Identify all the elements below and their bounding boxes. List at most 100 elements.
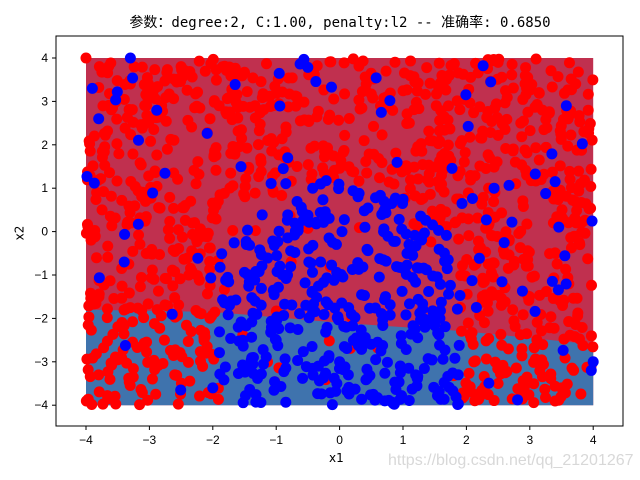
point-red: [158, 334, 170, 346]
point-red: [479, 289, 491, 301]
point-blue: [560, 278, 572, 290]
point-blue: [255, 299, 267, 311]
point-blue: [309, 306, 321, 318]
point-blue: [349, 383, 361, 395]
point-red: [173, 243, 185, 255]
point-red: [118, 328, 130, 340]
point-blue: [267, 235, 279, 247]
point-red: [227, 180, 239, 192]
point-red: [480, 353, 492, 365]
point-red: [328, 164, 340, 176]
point-red: [232, 112, 244, 124]
point-red: [111, 113, 123, 125]
point-red: [172, 398, 184, 410]
point-red: [323, 335, 335, 347]
point-red: [368, 120, 380, 132]
point-blue: [299, 277, 311, 289]
point-blue: [451, 303, 463, 315]
point-red: [549, 247, 561, 259]
point-red: [423, 159, 435, 171]
point-red: [102, 125, 114, 137]
point-red: [83, 311, 95, 323]
point-blue: [93, 113, 105, 125]
point-blue: [111, 86, 123, 98]
point-red: [192, 86, 204, 98]
point-blue: [285, 261, 297, 273]
point-red: [113, 148, 125, 160]
point-blue: [498, 237, 510, 249]
point-blue: [411, 262, 423, 274]
point-red: [317, 140, 329, 152]
point-blue: [246, 292, 258, 304]
x-axis-ticks: −4 −3 −2 −1 0 1 2 3 4: [79, 426, 597, 447]
point-red: [354, 103, 366, 115]
point-blue: [359, 331, 371, 343]
point-red: [348, 166, 360, 178]
point-red: [483, 258, 495, 270]
point-blue: [159, 167, 171, 179]
point-red: [548, 193, 560, 205]
point-red: [99, 159, 111, 171]
point-blue: [529, 305, 541, 317]
point-red: [353, 175, 365, 187]
point-red: [161, 67, 173, 79]
point-blue: [466, 275, 478, 287]
point-red: [473, 392, 485, 404]
point-red: [583, 203, 595, 215]
point-red: [424, 77, 436, 89]
point-blue: [328, 372, 340, 384]
point-blue: [270, 334, 282, 346]
point-blue: [201, 127, 213, 139]
point-red: [493, 289, 505, 301]
point-blue: [230, 294, 242, 306]
point-red: [152, 285, 164, 297]
point-red: [227, 225, 239, 237]
point-red: [338, 57, 350, 69]
point-blue: [446, 162, 458, 174]
point-blue: [318, 372, 330, 384]
point-red: [169, 369, 181, 381]
point-red: [376, 129, 388, 141]
point-red: [101, 312, 113, 324]
point-blue: [506, 216, 518, 228]
point-red: [98, 186, 110, 198]
x-tick-label: −1: [269, 433, 283, 447]
point-blue: [274, 100, 286, 112]
point-blue: [294, 58, 306, 70]
point-blue: [576, 138, 588, 150]
point-blue: [225, 332, 237, 344]
point-red: [507, 304, 519, 316]
point-red: [141, 336, 153, 348]
point-blue: [255, 282, 267, 294]
point-red: [181, 84, 193, 96]
point-blue: [435, 296, 447, 308]
point-red: [517, 309, 529, 321]
point-blue: [312, 360, 324, 372]
point-blue: [334, 356, 346, 368]
point-red: [453, 233, 465, 245]
point-red: [186, 245, 198, 257]
point-blue: [262, 252, 274, 264]
point-red: [390, 147, 402, 159]
point-red: [129, 200, 141, 212]
point-blue: [332, 311, 344, 323]
point-red: [458, 156, 470, 168]
point-red: [136, 61, 148, 73]
point-red: [163, 88, 175, 100]
point-red: [572, 310, 584, 322]
point-red: [367, 92, 379, 104]
point-blue: [324, 387, 336, 399]
point-blue: [124, 52, 136, 64]
point-blue: [279, 353, 291, 365]
point-red: [88, 298, 100, 310]
point-red: [249, 100, 261, 112]
point-blue: [281, 214, 293, 226]
point-red: [536, 354, 548, 366]
point-red: [255, 153, 267, 165]
point-red: [534, 365, 546, 377]
point-red: [240, 173, 252, 185]
point-red: [87, 160, 99, 172]
point-red: [516, 159, 528, 171]
point-red: [540, 113, 552, 125]
point-red: [465, 71, 477, 83]
